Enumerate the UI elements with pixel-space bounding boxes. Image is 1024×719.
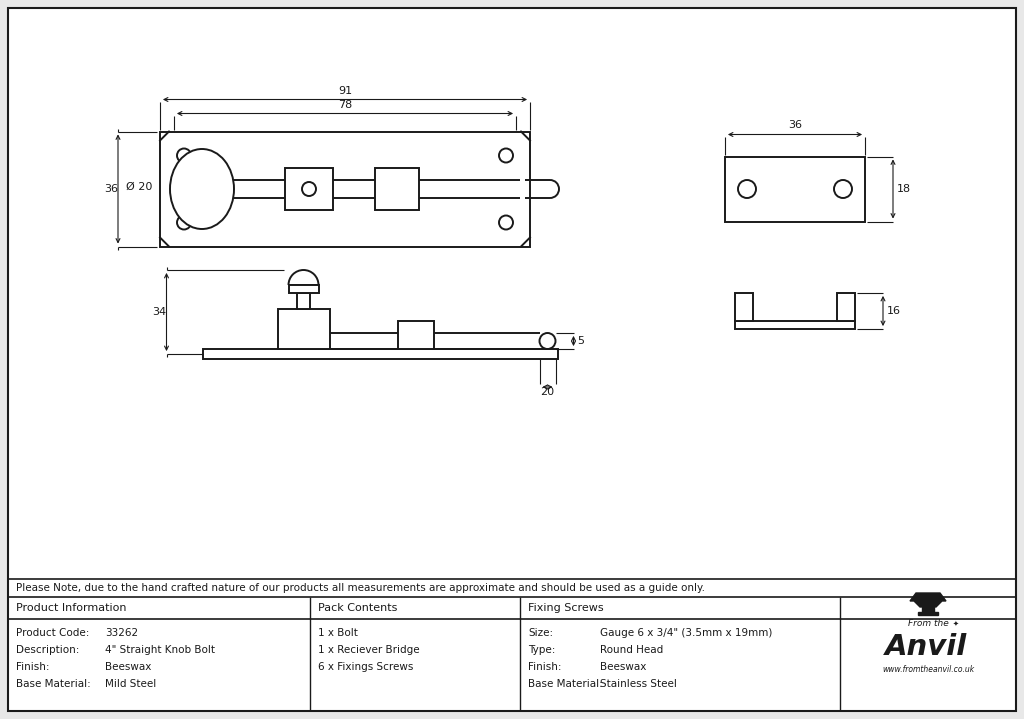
Text: Base Material:: Base Material: [528, 679, 603, 689]
Text: 18: 18 [897, 184, 911, 194]
Text: 78: 78 [338, 101, 352, 111]
Bar [375, 168, 419, 210]
Text: Finish:: Finish: [16, 662, 49, 672]
Text: www.fromtheanvil.co.uk: www.fromtheanvil.co.uk [882, 664, 974, 674]
Text: Mild Steel: Mild Steel [105, 679, 157, 689]
Text: 5: 5 [578, 336, 585, 346]
Text: Type:: Type: [528, 645, 555, 655]
Polygon shape [918, 612, 938, 615]
Text: Product Code:: Product Code: [16, 628, 89, 638]
Text: 36: 36 [104, 184, 118, 194]
Text: Round Head: Round Head [600, 645, 664, 655]
Text: 4" Straight Knob Bolt: 4" Straight Knob Bolt [105, 645, 215, 655]
Bar [203, 349, 557, 359]
Bar [160, 132, 530, 247]
Text: 20: 20 [541, 387, 555, 397]
Text: Fixing Screws: Fixing Screws [528, 603, 603, 613]
Text: 1 x Bolt: 1 x Bolt [318, 628, 357, 638]
Text: 6 x Fixings Screws: 6 x Fixings Screws [318, 662, 414, 672]
Text: 34: 34 [153, 307, 167, 317]
Text: Product Information: Product Information [16, 603, 127, 613]
Text: Please Note, due to the hand crafted nature of our products all measurements are: Please Note, due to the hand crafted nat… [16, 583, 705, 593]
Text: Beeswax: Beeswax [600, 662, 646, 672]
Text: Stainless Steel: Stainless Steel [600, 679, 677, 689]
Ellipse shape [170, 149, 234, 229]
Text: 1 x Reciever Bridge: 1 x Reciever Bridge [318, 645, 420, 655]
Bar [278, 309, 330, 349]
Bar [735, 293, 753, 321]
Text: Pack Contents: Pack Contents [318, 603, 397, 613]
Bar [289, 285, 318, 293]
Bar [725, 157, 865, 221]
Bar [735, 321, 855, 329]
Text: Description:: Description: [16, 645, 80, 655]
Text: Size:: Size: [528, 628, 553, 638]
Polygon shape [910, 593, 946, 607]
Text: Beeswax: Beeswax [105, 662, 152, 672]
Text: Finish:: Finish: [528, 662, 561, 672]
Polygon shape [922, 607, 934, 612]
Bar [297, 293, 310, 309]
Text: ✦: ✦ [953, 621, 958, 627]
Bar [837, 293, 855, 321]
Text: Gauge 6 x 3/4" (3.5mm x 19mm): Gauge 6 x 3/4" (3.5mm x 19mm) [600, 628, 772, 638]
Text: Ø 20: Ø 20 [126, 182, 153, 192]
Text: 91: 91 [338, 86, 352, 96]
Bar [285, 168, 333, 210]
Text: 36: 36 [788, 121, 802, 131]
Text: 16: 16 [887, 306, 901, 316]
Text: 33262: 33262 [105, 628, 138, 638]
Text: Base Material:: Base Material: [16, 679, 91, 689]
Bar [397, 321, 433, 349]
Text: Anvil: Anvil [885, 633, 967, 661]
Text: From the: From the [907, 620, 948, 628]
